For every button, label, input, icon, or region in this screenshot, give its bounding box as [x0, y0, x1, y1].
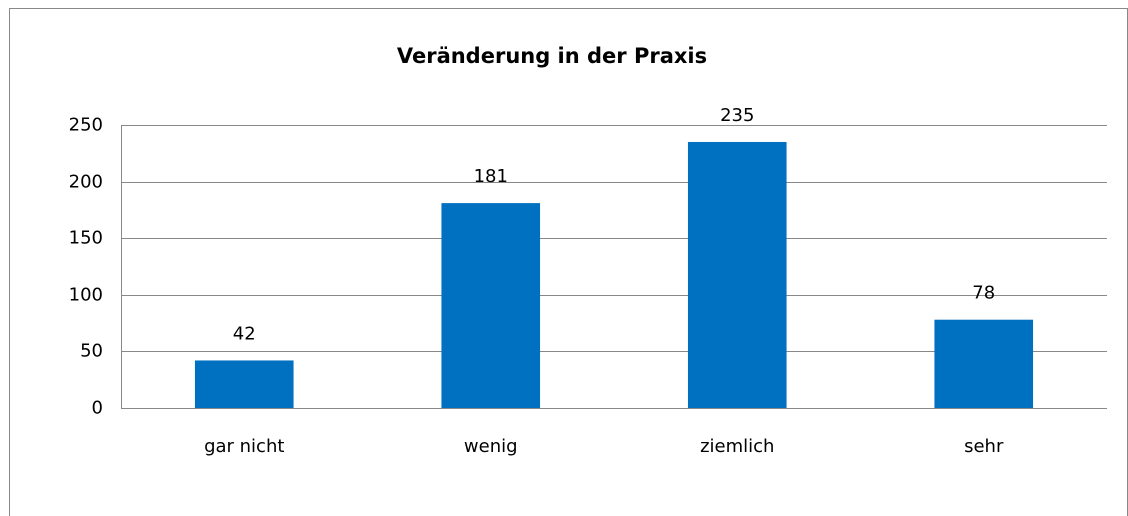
bar	[934, 319, 1034, 408]
bar	[194, 360, 294, 408]
y-tick-label: 250	[69, 115, 103, 136]
y-tick-label: 50	[80, 341, 103, 362]
x-tick-label: gar nicht	[204, 436, 284, 457]
y-tick-label: 100	[69, 285, 103, 306]
x-tick-label: sehr	[964, 436, 1004, 457]
data-label: 181	[474, 166, 508, 187]
data-label: 78	[972, 283, 995, 304]
x-tick-label: ziemlich	[700, 436, 774, 457]
y-tick-label: 200	[69, 172, 103, 193]
bar	[441, 203, 541, 408]
data-label: 42	[233, 323, 256, 344]
data-label: 235	[720, 105, 754, 126]
bar	[687, 141, 787, 409]
y-tick-label: 150	[69, 228, 103, 249]
chart-title: Veränderung in der Praxis	[397, 44, 707, 68]
y-tick-label: 0	[92, 398, 103, 419]
x-tick-label: wenig	[464, 436, 518, 457]
chart-border	[9, 8, 1128, 516]
